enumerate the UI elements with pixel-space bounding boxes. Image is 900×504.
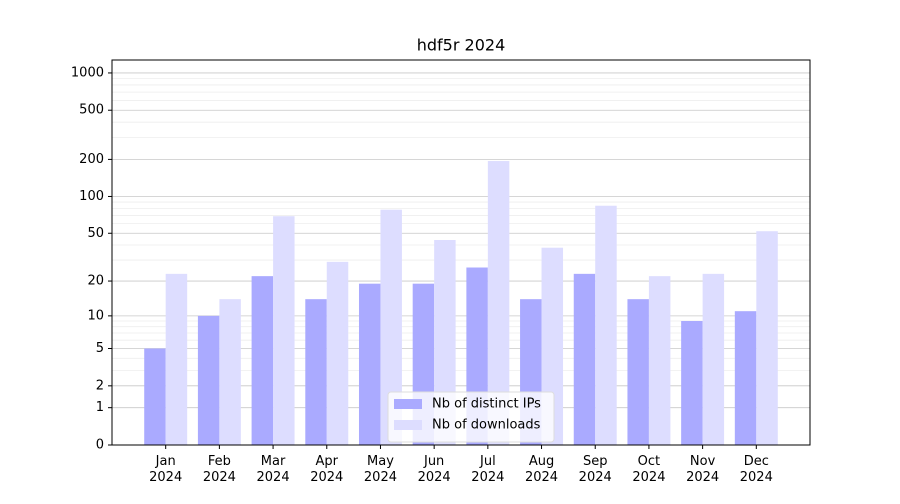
bar (380, 209, 402, 445)
legend-label: Nb of downloads (432, 418, 541, 433)
legend-swatch (394, 399, 422, 409)
bar (487, 161, 510, 445)
legend-box (387, 391, 555, 443)
x-tick-label: Jul 2024 (471, 454, 504, 485)
bar (702, 273, 725, 445)
x-tick-label: May 2024 (364, 454, 397, 485)
legend-label: Nb of distinct IPs (432, 397, 541, 412)
bar (144, 348, 166, 445)
plot-frame (111, 59, 811, 446)
x-tick-label: Jun 2024 (418, 454, 451, 485)
legend-swatch (394, 420, 422, 430)
chart-title: hdf5r 2024 (417, 36, 506, 55)
y-tick-label: 10 (87, 308, 104, 323)
bar (273, 216, 295, 445)
bar (305, 299, 327, 445)
bar (197, 315, 220, 445)
bar (358, 283, 381, 445)
bar (648, 276, 671, 445)
x-tick-label: Feb 2024 (203, 454, 236, 485)
x-tick-label: Dec 2024 (740, 454, 773, 485)
y-tick-label: 5 (96, 341, 104, 356)
bar (165, 273, 188, 445)
legend: Nb of distinct IPs Nb of downloads (387, 391, 555, 443)
y-tick-label: 1000 (71, 65, 104, 80)
y-tick-label: 50 (87, 226, 104, 241)
y-tick-label: 1 (96, 400, 104, 415)
bar (756, 231, 778, 445)
bar (219, 299, 241, 445)
y-tick-label: 100 (79, 189, 104, 204)
bar (326, 261, 349, 445)
bar (734, 311, 757, 445)
x-tick-label: Oct 2024 (632, 454, 665, 485)
x-tick-label: Sep 2024 (579, 454, 612, 485)
x-tick-label: Nov 2024 (686, 454, 719, 485)
y-tick-label: 0 (96, 438, 104, 453)
bar (595, 205, 617, 445)
bar (627, 299, 649, 445)
x-tick-label: Aug 2024 (525, 454, 558, 485)
y-tick-label: 2 (96, 378, 104, 393)
y-tick-label: 500 (79, 103, 104, 118)
x-tick-label: Apr 2024 (310, 454, 343, 485)
bar (251, 276, 274, 445)
x-tick-label: Jan 2024 (149, 454, 182, 485)
bar (681, 320, 703, 445)
bar (573, 273, 596, 445)
y-tick-label: 200 (79, 152, 104, 167)
y-tick-label: 20 (87, 274, 104, 289)
x-tick-label: Mar 2024 (257, 454, 290, 485)
